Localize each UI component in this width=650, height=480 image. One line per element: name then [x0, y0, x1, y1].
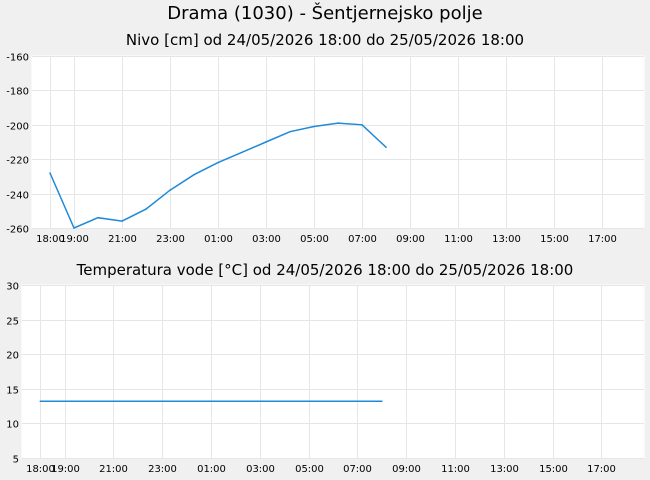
x-tick-label: 18:00: [26, 464, 55, 475]
x-tick-label: 03:00: [252, 234, 281, 245]
data-point: [313, 125, 315, 128]
x-tick-label: 05:00: [300, 234, 329, 245]
x-tick-label: 01:00: [204, 234, 233, 245]
data-point: [289, 130, 291, 133]
x-tick-label: 17:00: [587, 464, 616, 475]
y-tick-label: 25: [6, 317, 19, 328]
plot-area: [31, 55, 645, 229]
x-tick-label: 21:00: [99, 464, 128, 475]
data-point: [337, 122, 339, 124]
data-point: [169, 189, 171, 191]
data-point: [265, 141, 267, 143]
x-tick-label: 03:00: [246, 464, 275, 475]
page-title: Drama (1030) - Šentjernejsko polje: [167, 3, 483, 24]
x-tick-label: 19:00: [60, 234, 89, 245]
x-tick-label: 11:00: [444, 234, 473, 245]
y-tick-label: 10: [6, 420, 19, 431]
x-tick-label: 07:00: [348, 234, 377, 245]
x-tick-label: 13:00: [490, 464, 519, 475]
x-tick-label: 15:00: [540, 234, 569, 245]
x-tick-label: 23:00: [156, 234, 185, 245]
x-tick-label: 05:00: [295, 464, 324, 475]
y-tick-label: -160: [6, 53, 29, 64]
x-tick-label: 11:00: [441, 464, 470, 475]
y-tick-label: -260: [6, 225, 29, 236]
x-tick-label: 19:00: [51, 464, 80, 475]
x-tick-label: 18:00: [36, 234, 65, 245]
data-point: [145, 208, 147, 210]
x-tick-label: 09:00: [396, 234, 425, 245]
data-point: [39, 400, 42, 403]
data-point: [49, 172, 51, 174]
data-point: [241, 151, 243, 154]
level-chart: -160 -180 -200 -220 -240 -260 19:00 21:00 23:00 0…: [6, 53, 645, 245]
y-tick-label: -240: [6, 191, 29, 202]
data-point: [217, 161, 219, 164]
data-point: [193, 173, 195, 176]
data-point: [381, 400, 383, 403]
x-tick-label: 13:00: [492, 234, 521, 245]
x-tick-label: 01:00: [197, 464, 226, 475]
data-point: [97, 216, 99, 219]
y-tick-label: 15: [6, 386, 19, 397]
level-chart-title: Nivo [cm] od 24/05/2026 18:00 do 25/05/2…: [125, 31, 525, 49]
x-tick-label: 21:00: [108, 234, 137, 245]
data-point: [73, 227, 75, 229]
data-point: [385, 146, 387, 148]
y-tick-label: 30: [6, 282, 19, 293]
data-point: [361, 124, 363, 126]
x-tick-label: 15:00: [539, 464, 568, 475]
y-tick-label: 20: [6, 351, 19, 362]
temperature-chart-title: Temperatura vode [°C] od 24/05/2026 18:0…: [76, 261, 574, 279]
y-tick-label: -220: [6, 156, 29, 167]
y-tick-label: -200: [6, 122, 29, 133]
y-tick-label: -180: [6, 87, 29, 98]
x-tick-label: 07:00: [343, 464, 372, 475]
y-tick-label: 5: [13, 455, 19, 466]
x-tick-label: 09:00: [392, 464, 421, 475]
x-tick-label: 17:00: [588, 234, 617, 245]
data-point: [121, 220, 123, 222]
x-tick-label: 23:00: [148, 464, 177, 475]
plot-area: [21, 284, 645, 459]
